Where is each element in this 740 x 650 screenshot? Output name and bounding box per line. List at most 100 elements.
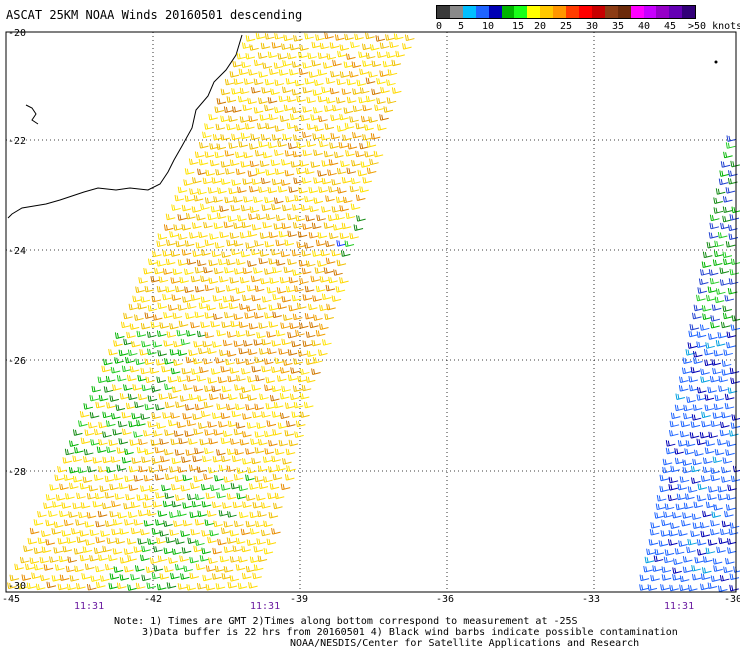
- wind-barb: [339, 277, 349, 284]
- wind-barb: [700, 376, 710, 383]
- wind-barb: [729, 573, 740, 581]
- wind-barb: [289, 43, 300, 51]
- wind-barb: [679, 430, 690, 438]
- wind-barb: [68, 511, 78, 518]
- wind-barb: [140, 322, 151, 330]
- wind-barb: [213, 520, 223, 528]
- wind-barb: [236, 186, 247, 194]
- wind-barb: [713, 250, 724, 258]
- wind-barb: [76, 492, 86, 500]
- wind-barb: [246, 284, 257, 292]
- wind-barb: [233, 473, 244, 481]
- wind-barb: [292, 106, 302, 114]
- wind-barb: [251, 384, 261, 391]
- wind-barb: [99, 575, 110, 582]
- wind-barb: [212, 341, 222, 348]
- wind-barb: [136, 494, 147, 501]
- wind-barb: [65, 493, 75, 500]
- wind-barb: [264, 104, 274, 112]
- wind-barb: [349, 185, 360, 193]
- wind-barb: [179, 395, 190, 402]
- wind-barb: [245, 403, 255, 411]
- wind-barb: [209, 233, 219, 240]
- scale-label: 0: [436, 21, 443, 32]
- wind-barb: [186, 419, 197, 427]
- wind-barb: [210, 205, 221, 213]
- wind-barb: [258, 482, 269, 490]
- wind-barb: [168, 557, 178, 564]
- wind-barb: [700, 368, 710, 376]
- wind-barb: [115, 404, 126, 411]
- wind-barb: [265, 122, 275, 130]
- wind-barb: [268, 321, 279, 328]
- wind-barb: [665, 440, 676, 447]
- wind-barb: [253, 59, 264, 67]
- wind-barb: [698, 278, 709, 285]
- wind-barb: [321, 177, 332, 185]
- wind-barb: [214, 151, 225, 159]
- wind-barb: [178, 437, 188, 445]
- wind-barb: [254, 475, 265, 483]
- wind-barb: [639, 584, 649, 591]
- wind-barb: [192, 250, 202, 257]
- wind-barb: [256, 303, 267, 311]
- wind-barb: [318, 349, 328, 356]
- wind-barb: [126, 374, 137, 382]
- wind-barb: [261, 365, 271, 373]
- wind-barb: [54, 474, 65, 482]
- wind-barb: [319, 42, 330, 50]
- wind-barb: [288, 439, 299, 447]
- wind-barb: [137, 538, 148, 545]
- wind-barb: [167, 376, 178, 383]
- wind-barb: [663, 556, 674, 564]
- wind-barb: [343, 107, 354, 114]
- wind-barb: [231, 179, 241, 186]
- wind-barb: [183, 565, 193, 573]
- wind-barb: [155, 492, 165, 499]
- wind-barb: [89, 529, 100, 537]
- wind-barb: [270, 248, 281, 256]
- wind-barb: [228, 302, 239, 310]
- wind-barb: [75, 582, 86, 590]
- wind-barb: [302, 223, 312, 230]
- wind-barb: [184, 286, 194, 293]
- wind-barb: [283, 266, 294, 274]
- wind-barb: [723, 349, 733, 356]
- wind-barb: [285, 195, 295, 203]
- wind-barb: [709, 375, 720, 383]
- scale-swatch: [617, 6, 631, 18]
- wind-barb: [258, 71, 268, 78]
- wind-barb: [121, 456, 132, 464]
- wind-barb: [295, 329, 305, 337]
- wind-barb: [177, 259, 188, 266]
- wind-barb: [219, 205, 229, 213]
- wind-barb: [104, 491, 115, 499]
- wind-barb: [169, 231, 179, 238]
- wind-barb: [268, 439, 278, 447]
- wind-barb: [194, 447, 204, 455]
- wind-barb: [97, 510, 108, 518]
- wind-barb: [37, 537, 48, 545]
- wind-barb: [713, 349, 724, 357]
- wind-barb: [711, 359, 721, 366]
- wind-barb: [385, 34, 395, 41]
- wind-barb: [277, 140, 287, 148]
- wind-barb: [722, 196, 733, 203]
- wind-barb: [305, 214, 315, 222]
- wind-barb: [158, 464, 169, 472]
- wind-barb: [189, 572, 200, 580]
- wind-barb: [173, 430, 184, 437]
- wind-barb: [724, 557, 735, 565]
- wind-barb: [194, 151, 205, 158]
- wind-barb: [669, 584, 679, 592]
- wind-barb: [205, 565, 216, 572]
- wind-barb: [223, 476, 234, 483]
- wind-barb: [317, 95, 328, 103]
- wind-barb: [304, 77, 315, 85]
- wind-barb: [130, 527, 141, 535]
- wind-barb: [351, 61, 362, 68]
- wind-barb: [720, 161, 731, 168]
- wind-barb: [278, 95, 289, 103]
- wind-barb: [674, 404, 685, 412]
- wind-barb: [242, 413, 252, 420]
